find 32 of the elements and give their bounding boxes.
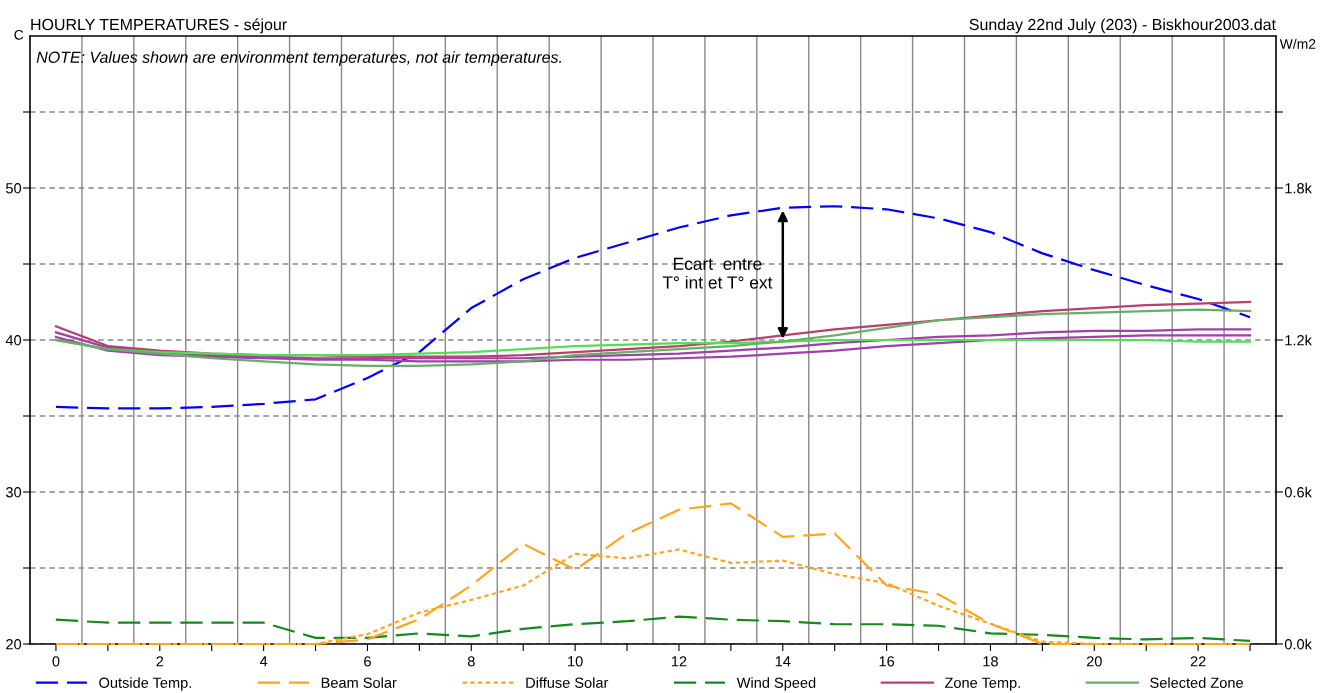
x-tick-label: 20 xyxy=(1086,656,1102,667)
legend-label: Zone Temp. xyxy=(944,677,1020,691)
y-tick-label: 30 xyxy=(6,487,22,498)
legend-label: Diffuse Solar xyxy=(526,677,609,688)
y-tick-label: 40 xyxy=(5,335,22,346)
x-tick-label: 14 xyxy=(775,656,791,667)
y2-tick-label: 0.6k xyxy=(1284,486,1312,498)
x-tick-label: 16 xyxy=(879,656,895,667)
legend-label: Outside Temp. xyxy=(99,677,191,691)
x-tick-label: 22 xyxy=(1190,656,1206,667)
y2-tick-label: 0.0k xyxy=(1284,638,1312,650)
x-tick-label: 6 xyxy=(364,656,371,667)
y-axis-title: C xyxy=(14,29,24,40)
y-tick-label: 20 xyxy=(6,639,22,650)
x-tick-label: 4 xyxy=(259,656,268,667)
y2-tick-label: 1.8k xyxy=(1285,182,1312,194)
y-tick-label: 50 xyxy=(6,183,22,194)
legend-label: Wind Speed xyxy=(736,677,816,691)
chart-subtitle: Sunday 22nd July (203) - Biskhour2003.dat xyxy=(969,18,1276,34)
y2-tick-label: 1.2k xyxy=(1285,334,1312,346)
chart-title: HOURLY TEMPERATURES - séjour xyxy=(31,18,287,34)
annotation: NOTE: Values shown are environment temperatures, not air temperatures. xyxy=(36,51,561,67)
x-tick-label: 12 xyxy=(671,656,687,667)
x-tick-label: 18 xyxy=(983,656,998,667)
x-tick-label: 2 xyxy=(156,656,164,667)
x-tick-label: 8 xyxy=(467,656,475,667)
annotation: Ecart entre T° int et T° ext xyxy=(662,257,773,289)
legend-label: Beam Solar xyxy=(321,677,397,688)
x-tick-label: 0 xyxy=(52,656,60,667)
x-tick-label: 10 xyxy=(568,656,583,667)
y2-axis-title: W/m2 xyxy=(1279,38,1316,49)
legend-label: Selected Zone xyxy=(1150,677,1243,688)
